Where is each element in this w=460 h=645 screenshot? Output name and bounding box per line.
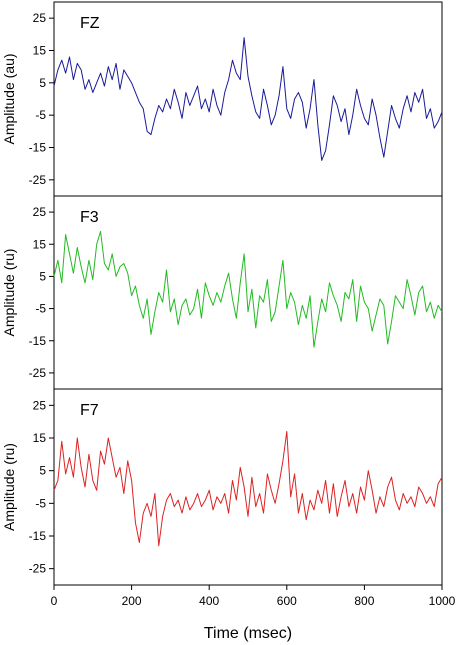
plot-frame	[53, 195, 443, 390]
panel-title: F3	[80, 209, 99, 226]
x-tick-label: 1000	[429, 594, 456, 608]
x-tick-label: 0	[51, 594, 58, 608]
y-axis-title: Amplitude (au)	[1, 53, 17, 144]
y-tick-label: -25	[29, 366, 47, 380]
series-line-f3	[53, 230, 443, 348]
y-tick-label: 15	[33, 237, 47, 251]
x-tick-label: 800	[354, 594, 374, 608]
x-tick-label: 600	[277, 594, 297, 608]
y-tick-label: -5	[35, 108, 46, 122]
y-tick-label: 5	[39, 269, 46, 283]
x-axis-title: Time (msec)	[204, 625, 292, 642]
plot-frame	[53, 1, 443, 197]
y-tick-label: -5	[35, 496, 46, 510]
y-tick-label: 15	[33, 431, 47, 445]
plot-frame	[53, 388, 443, 586]
y-axis-title: Amplitude (ru)	[1, 249, 17, 337]
x-tick-label: 200	[122, 594, 142, 608]
y-tick-label: -25	[29, 173, 47, 187]
y-tick-label: 25	[33, 398, 47, 412]
panel-title: FZ	[80, 15, 100, 32]
y-tick-label: -5	[35, 302, 46, 316]
y-tick-label: 5	[39, 464, 46, 478]
y-tick-label: -15	[29, 529, 47, 543]
y-axis-title: Amplitude (ru)	[1, 443, 17, 531]
panel-f3: 25 15 5 -5 -15 -25 Amplitude (ru) F3	[1, 195, 443, 390]
series-line-f7	[53, 430, 443, 547]
y-tick-label: 25	[33, 205, 47, 219]
x-tick-label: 400	[199, 594, 219, 608]
y-tick-label: 15	[33, 44, 47, 58]
series-line-fz	[53, 37, 443, 161]
y-tick-label: -15	[29, 141, 47, 155]
y-tick-label: 5	[39, 76, 46, 90]
y-tick-label: -25	[29, 562, 47, 576]
panel-f7: 25 15 5 -5 -15 -25 Amplitude (ru) F7	[1, 388, 443, 586]
panel-title: F7	[80, 402, 99, 419]
y-tick-label: -15	[29, 334, 47, 348]
panel-fz: 25 15 5 -5 -15 -25 Amplitude (au) FZ	[1, 1, 443, 197]
y-tick-label: 25	[33, 11, 47, 25]
